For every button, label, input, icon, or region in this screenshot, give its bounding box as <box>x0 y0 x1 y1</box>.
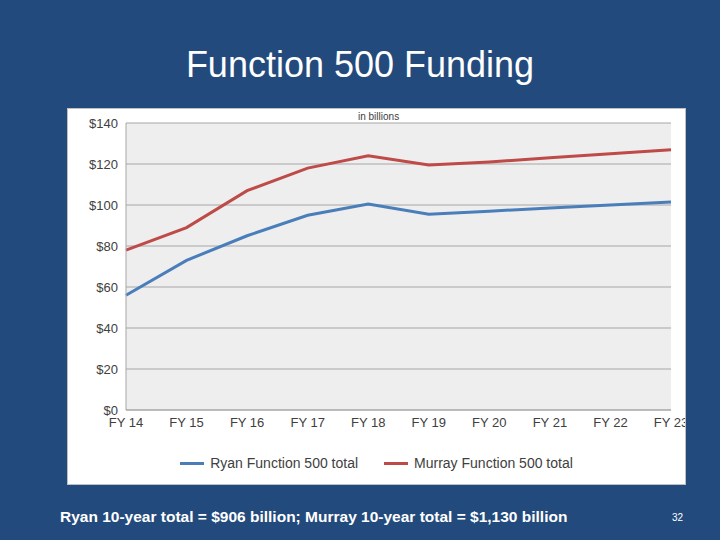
svg-text:FY 15: FY 15 <box>169 415 203 430</box>
html-text:Function 500 Funding: Function 500 Funding <box>185 44 535 85</box>
html-text:Ryan 10-year total = $906 bill: Ryan 10-year total = $906 billion; Murra… <box>60 508 568 525</box>
svg-text:FY 20: FY 20 <box>472 415 506 430</box>
svg-text:FY 23: FY 23 <box>654 415 685 430</box>
svg-text:$20: $20 <box>96 362 118 377</box>
html-text:Ryan Function 500 total: Ryan Function 500 total <box>210 455 359 471</box>
svg-text:$0: $0 <box>104 403 118 418</box>
svg-text:FY 17: FY 17 <box>290 415 324 430</box>
svg-text:$80: $80 <box>96 239 118 254</box>
svg-text:$40: $40 <box>96 321 118 336</box>
html-text:in billions: in billions <box>358 111 400 122</box>
svg-text:FY 21: FY 21 <box>533 415 567 430</box>
svg-text:FY 18: FY 18 <box>351 415 385 430</box>
svg-text:$140: $140 <box>89 116 118 131</box>
html-text:32: 32 <box>672 512 684 523</box>
svg-text:FY 14: FY 14 <box>108 415 144 431</box>
svg-text:FY 22: FY 22 <box>593 415 627 430</box>
svg-text:FY 16: FY 16 <box>230 415 264 430</box>
svg-text:$60: $60 <box>96 280 118 295</box>
svg-text:$120: $120 <box>89 157 118 172</box>
html-text:Murray Function 500 total: Murray Function 500 total <box>414 455 573 471</box>
svg-text:$100: $100 <box>89 198 118 213</box>
svg-text:FY 19: FY 19 <box>412 415 446 430</box>
